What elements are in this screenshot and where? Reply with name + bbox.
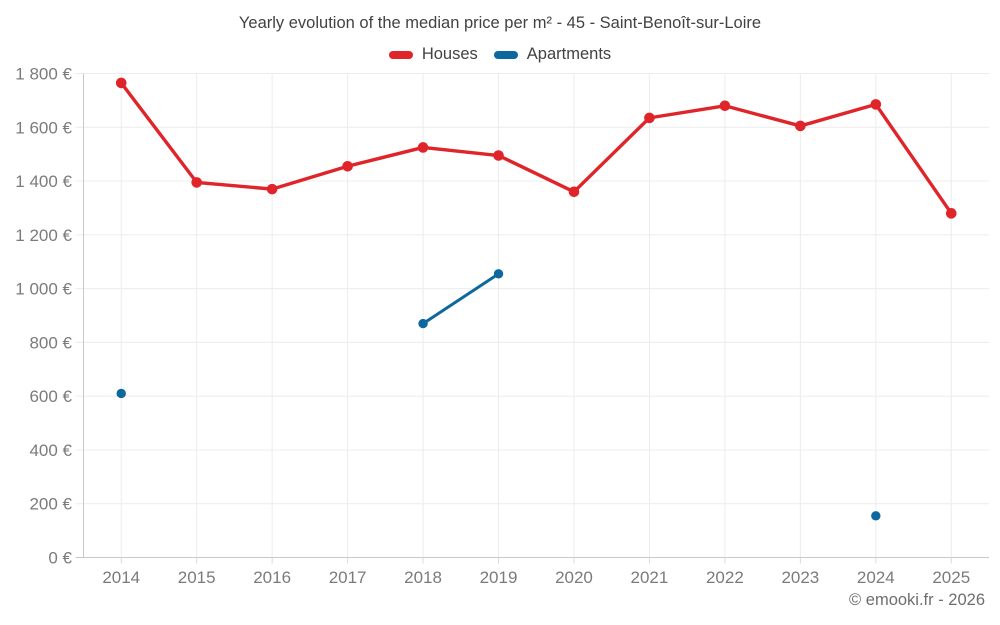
data-point-houses-2023[interactable] bbox=[795, 120, 806, 132]
series-line-apartments bbox=[421, 272, 501, 326]
y-tick-label-600: 600 € bbox=[29, 387, 72, 406]
data-point-houses-2018[interactable] bbox=[417, 142, 429, 153]
y-tick-label-0: 0 € bbox=[48, 549, 72, 568]
data-point-houses-2022[interactable] bbox=[719, 100, 731, 112]
attribution-text: © emooki.fr - 2026 bbox=[849, 591, 985, 609]
x-tick-label-2018: 2018 bbox=[404, 568, 442, 587]
y-tick-label-1800: 1 800 € bbox=[15, 65, 72, 84]
data-point-apartments-2014[interactable] bbox=[116, 388, 126, 399]
data-point-houses-2020[interactable] bbox=[568, 186, 580, 198]
data-point-houses-2015[interactable] bbox=[191, 177, 202, 188]
y-tick-label-1400: 1 400 € bbox=[15, 172, 72, 191]
y-tick-label-400: 400 € bbox=[29, 441, 72, 460]
x-tick-label-2024: 2024 bbox=[857, 568, 895, 587]
legend-marker-houses bbox=[388, 50, 413, 59]
chart-title: Yearly evolution of the median price per… bbox=[238, 14, 762, 32]
legend-item-apartments[interactable]: Apartments bbox=[493, 45, 612, 64]
data-point-apartments-2019[interactable] bbox=[493, 269, 504, 279]
legend-marker-apartments bbox=[493, 50, 518, 59]
legend-label: Apartments bbox=[526, 45, 612, 63]
data-point-houses-2014[interactable] bbox=[115, 77, 127, 89]
chart-legend: Houses Apartments bbox=[0, 45, 1000, 64]
legend-item-houses[interactable]: Houses bbox=[388, 45, 478, 64]
y-tick-label-800: 800 € bbox=[29, 333, 72, 352]
data-point-houses-2019[interactable] bbox=[493, 150, 504, 161]
data-point-houses-2016[interactable] bbox=[266, 183, 278, 195]
y-tick-label-1000: 1 000 € bbox=[15, 280, 72, 299]
x-tick-label-2014: 2014 bbox=[102, 568, 140, 587]
x-tick-label-2015: 2015 bbox=[178, 568, 216, 587]
x-tick-label-2017: 2017 bbox=[329, 568, 367, 587]
legend-label: Houses bbox=[421, 45, 478, 63]
series-line-houses bbox=[119, 81, 953, 216]
x-tick-label-2021: 2021 bbox=[631, 568, 669, 587]
x-tick-label-2019: 2019 bbox=[480, 568, 518, 587]
data-point-houses-2021[interactable] bbox=[644, 112, 655, 124]
data-point-houses-2025[interactable] bbox=[945, 208, 957, 219]
y-tick-label-1200: 1 200 € bbox=[15, 226, 72, 245]
x-tick-label-2023: 2023 bbox=[781, 568, 819, 587]
x-tick-label-2025: 2025 bbox=[932, 568, 970, 587]
data-point-houses-2017[interactable] bbox=[342, 160, 353, 172]
y-tick-label-200: 200 € bbox=[29, 495, 72, 514]
data-point-apartments-2018[interactable] bbox=[418, 318, 428, 329]
x-tick-label-2016: 2016 bbox=[253, 568, 291, 587]
x-tick-label-2020: 2020 bbox=[555, 568, 593, 587]
data-point-houses-2024[interactable] bbox=[870, 99, 882, 110]
x-tick-label-2022: 2022 bbox=[706, 568, 744, 587]
y-tick-label-1600: 1 600 € bbox=[15, 118, 72, 137]
data-point-apartments-2024[interactable] bbox=[871, 511, 881, 521]
